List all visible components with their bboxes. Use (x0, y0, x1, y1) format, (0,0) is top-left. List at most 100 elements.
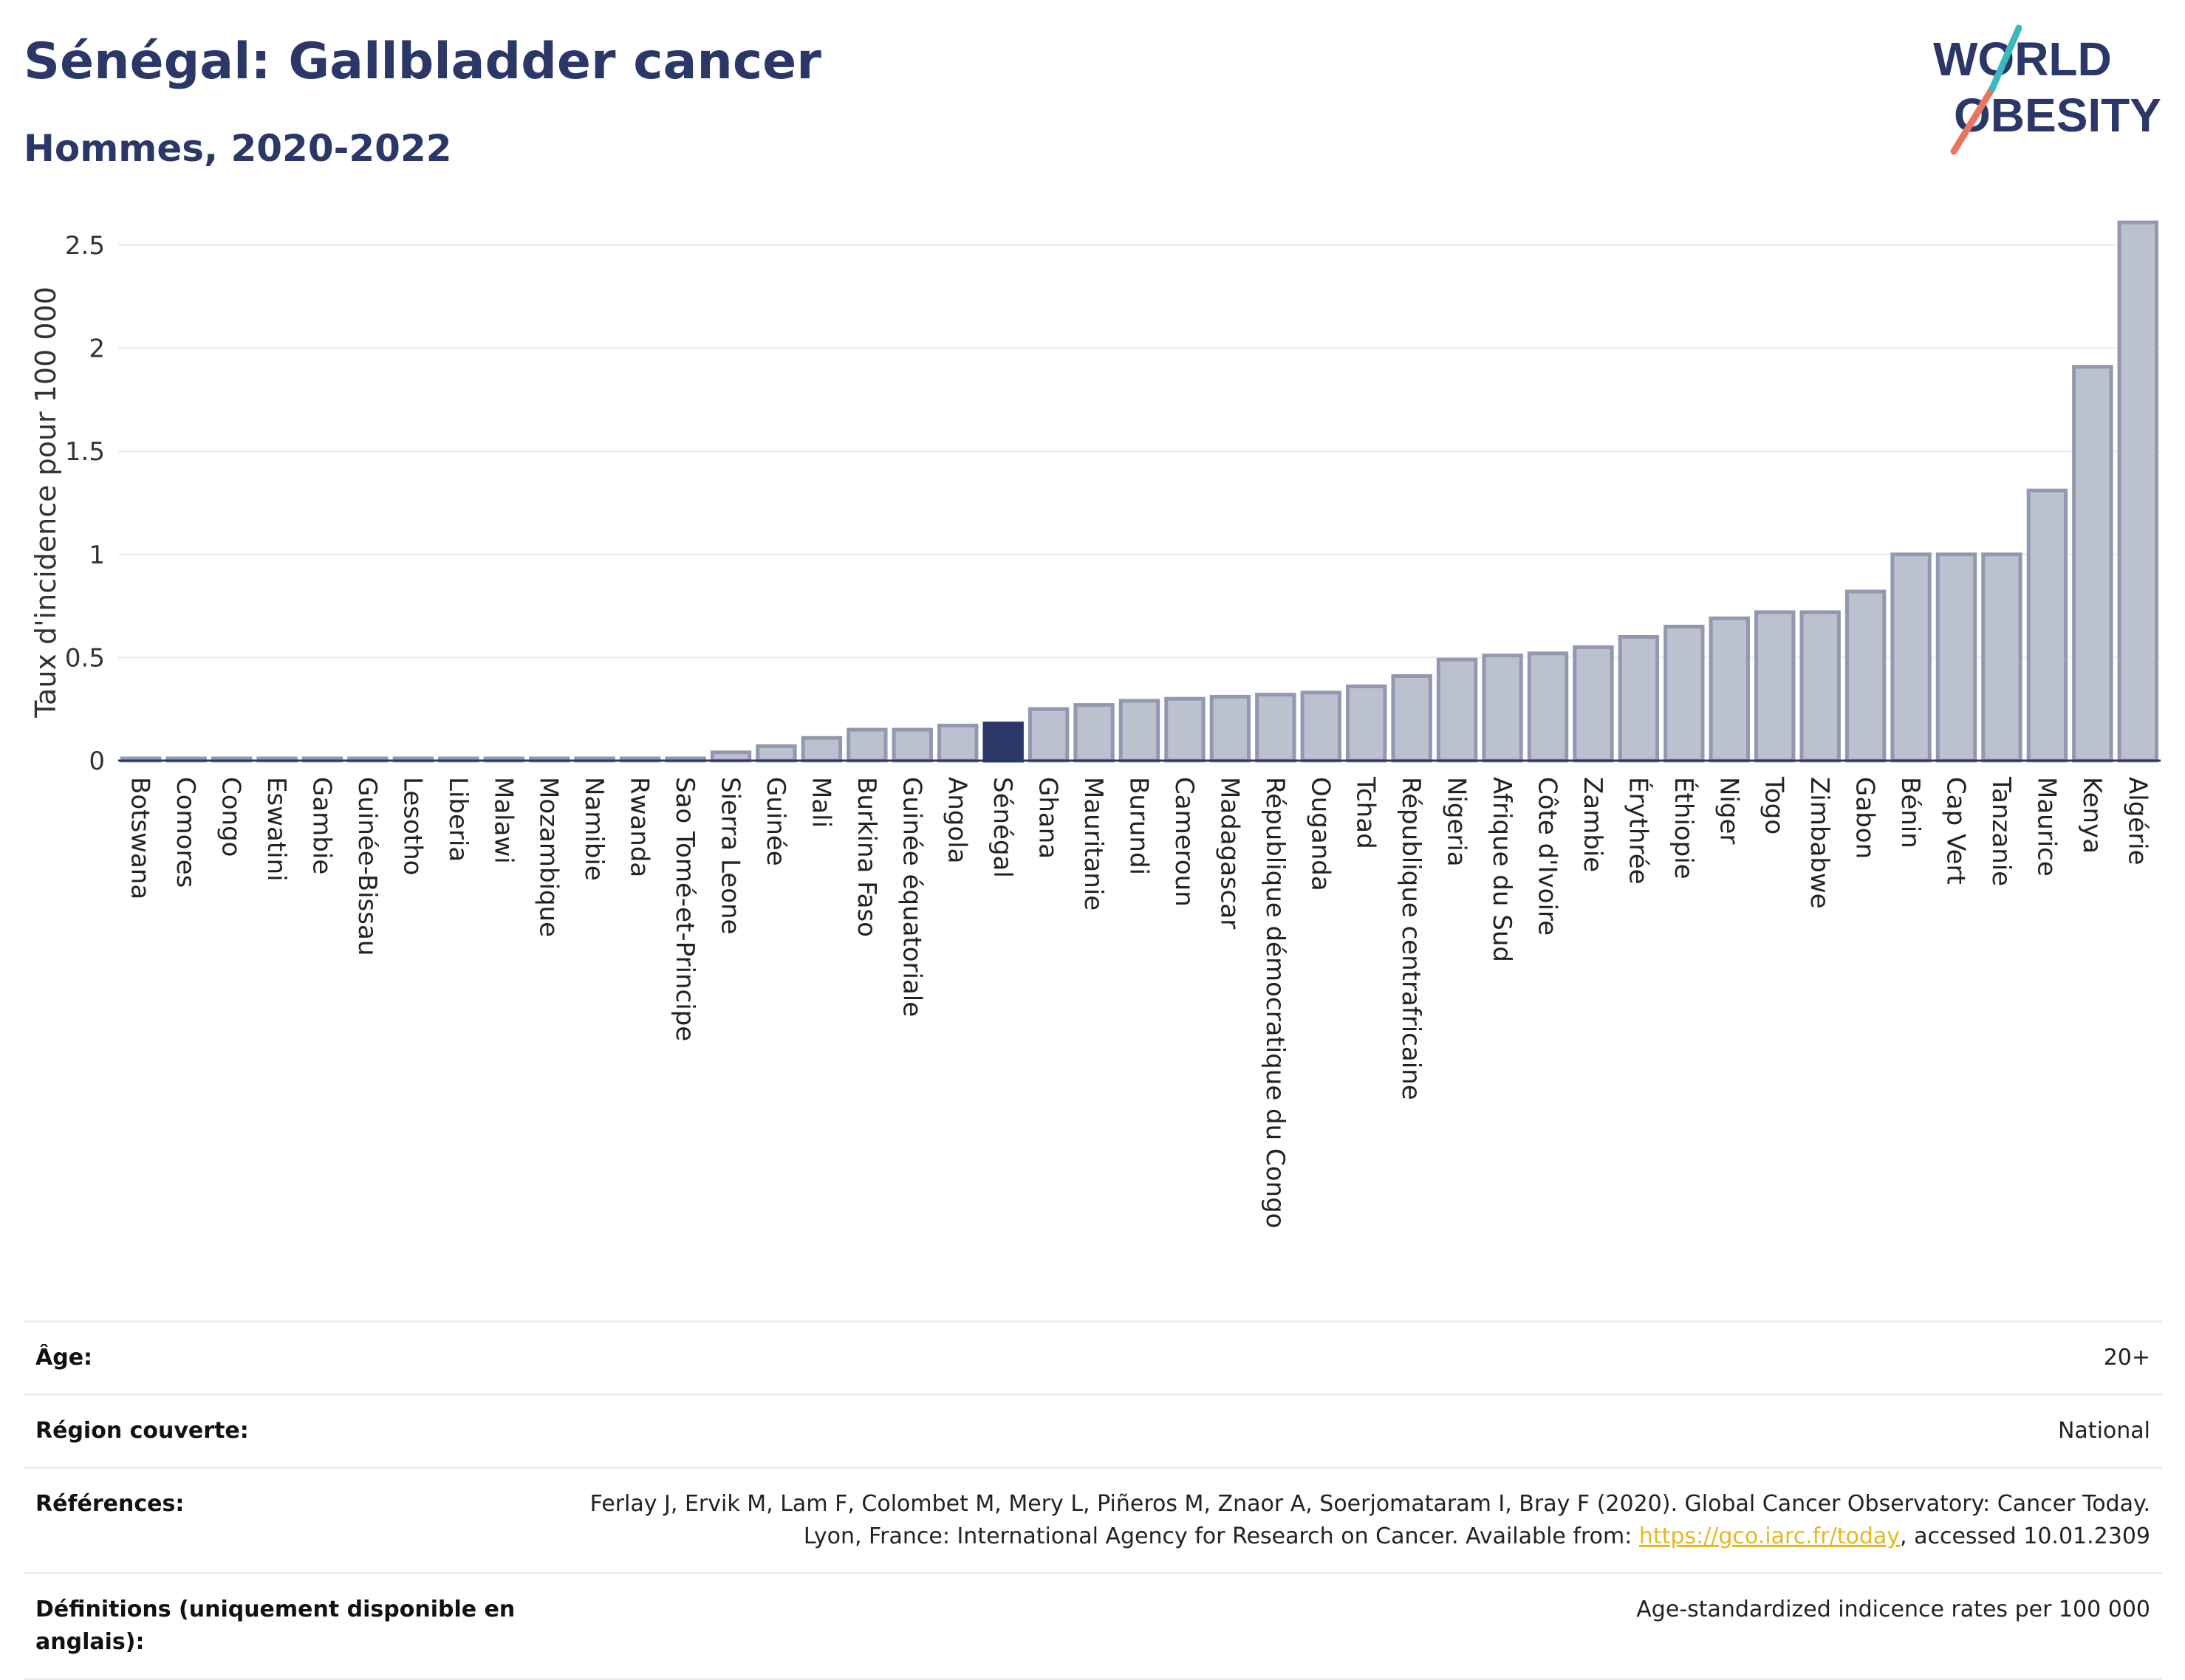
x-tick-label: Nigeria (1442, 777, 1471, 867)
y-axis-title: Taux d'incidence pour 100 000 (30, 287, 62, 719)
x-tick-label: Ouganda (1305, 777, 1335, 891)
definitions-row: Définitions (uniquement disponible en an… (24, 1573, 2162, 1679)
bar-35 (1663, 624, 1705, 763)
x-tick-label: Tanzanie (1986, 776, 2016, 886)
x-tick-label: Lesotho (397, 777, 427, 875)
bar-30 (1436, 657, 1478, 763)
x-tick-label: Érythrée (1623, 777, 1653, 885)
region-label: Région couverte: (35, 1418, 249, 1444)
x-tick-label: Botswana (126, 777, 155, 899)
references-row: Références: Ferlay J, Ervik M, Lam F, Co… (24, 1467, 2162, 1574)
bar-17 (847, 727, 888, 763)
x-tick-label: Comores (171, 777, 200, 888)
x-tick-label: République démocratique du Congo (1260, 777, 1290, 1228)
bar-21 (1027, 707, 1070, 763)
info-table: Âge: 20+ Région couverte: National Référ… (24, 1320, 2162, 1680)
bar-43 (2026, 488, 2068, 763)
x-tick-label: Liberia (443, 777, 473, 862)
x-tick-label: Malawi (488, 777, 518, 864)
bar-32 (1527, 651, 1569, 763)
x-tick-label: Mauritanie (1078, 777, 1108, 911)
bar-27 (1300, 690, 1341, 763)
x-tick-label: Afrique du Sud (1487, 777, 1516, 962)
bar-28 (1346, 684, 1387, 763)
x-tick-label: Burundi (1124, 777, 1154, 875)
bar-37 (1754, 610, 1796, 763)
x-tick-label: Éthiopie (1669, 777, 1699, 880)
x-tick-label: Kenya (2077, 777, 2107, 854)
bar-26 (1255, 693, 1296, 763)
bar-19 (937, 724, 979, 763)
bar-23 (1118, 699, 1160, 763)
references-text-end: , accessed 10.01.2309 (1900, 1523, 2150, 1549)
x-tick-label: Mozambique (534, 777, 564, 937)
x-tick-label: Cameroun (1169, 777, 1199, 907)
bar-16 (801, 736, 843, 763)
x-tick-label: Guinée équatoriale (897, 777, 926, 1017)
bar-33 (1573, 645, 1614, 763)
x-tick-label: Gambie (307, 777, 337, 874)
bar-14 (710, 750, 752, 763)
bar-31 (1482, 654, 1523, 763)
y-tick-label: 1.5 (65, 437, 105, 467)
x-tick-label: Sierra Leone (716, 777, 745, 934)
bar-36 (1709, 616, 1750, 763)
region-value: National (2057, 1418, 2150, 1444)
age-value: 20+ (2103, 1345, 2150, 1371)
references-text: Ferlay J, Ervik M, Lam F, Colombet M, Me… (589, 1491, 2150, 1549)
x-tick-label: Togo (1760, 776, 1789, 834)
references-label: Références: (35, 1491, 185, 1517)
x-tick-label: Guinée-Bissau (352, 777, 382, 956)
x-tick-label: Algérie (2122, 777, 2152, 865)
x-tick-label: République centrafricaine (1396, 777, 1426, 1100)
bar-44 (2072, 365, 2113, 763)
page-title: Sénégal: Gallbladder cancer (24, 32, 821, 91)
bar-41 (1935, 552, 1977, 763)
x-tick-label: Congo (216, 777, 246, 857)
x-tick-label: Ghana (1033, 777, 1063, 859)
region-row: Région couverte: National (24, 1394, 2162, 1468)
references-value: Ferlay J, Ervik M, Lam F, Colombet M, Me… (550, 1468, 2162, 1574)
age-row: Âge: 20+ (24, 1321, 2162, 1395)
bar-24 (1164, 696, 1206, 763)
bar-20 (982, 721, 1024, 763)
bar-18 (892, 727, 933, 763)
x-tick-label: Gabon (1850, 777, 1880, 859)
y-tick-label: 1 (89, 541, 105, 570)
x-tick-label: Niger (1714, 777, 1743, 844)
x-tick-label: Sao Tomé-et-Principe (670, 777, 700, 1041)
logo-slash-teal (1989, 24, 2022, 92)
bar-22 (1073, 703, 1115, 763)
definitions-label: Définitions (uniquement disponible en an… (35, 1597, 516, 1655)
x-tick-label: Zambie (1578, 777, 1607, 872)
y-tick-label: 0 (89, 747, 105, 776)
page-subtitle: Hommes, 2020-2022 (24, 127, 452, 170)
x-tick-label: Eswatini (261, 777, 291, 882)
bar-38 (1799, 610, 1841, 763)
x-tick-label: Côte d'Ivoire (1533, 777, 1562, 936)
y-tick-label: 0.5 (65, 643, 105, 673)
x-tick-label: Zimbabwe (1805, 777, 1834, 909)
x-tick-label: Angola (943, 777, 972, 863)
age-label: Âge: (35, 1345, 93, 1371)
bar-29 (1391, 674, 1432, 763)
x-tick-label: Madagascar (1214, 777, 1244, 929)
x-tick-label: Sénégal (988, 777, 1017, 878)
definitions-value: Age-standardized indicence rates per 100… (1636, 1597, 2150, 1622)
x-tick-label: Burkina Faso (852, 777, 881, 937)
x-tick-label: Guinée (761, 777, 790, 866)
bar-34 (1618, 634, 1660, 763)
x-tick-label: Mali (806, 777, 835, 828)
y-tick-label: 2 (89, 335, 105, 364)
references-link[interactable]: https://gco.iarc.fr/today (1638, 1523, 1901, 1549)
x-tick-label: Namibie (579, 777, 609, 881)
x-tick-label: Cap Vert (1941, 777, 1971, 885)
logo-line1: WORLD (1933, 32, 2112, 86)
bar-25 (1209, 694, 1251, 763)
x-tick-label: Bénin (1895, 777, 1925, 848)
y-tick-label: 2.5 (65, 231, 105, 261)
world-obesity-logo: WORLD OBESITY (1933, 24, 2161, 155)
bar-42 (1981, 552, 2022, 763)
logo-slash-red (1950, 85, 1996, 155)
x-tick-label: Rwanda (625, 777, 654, 877)
